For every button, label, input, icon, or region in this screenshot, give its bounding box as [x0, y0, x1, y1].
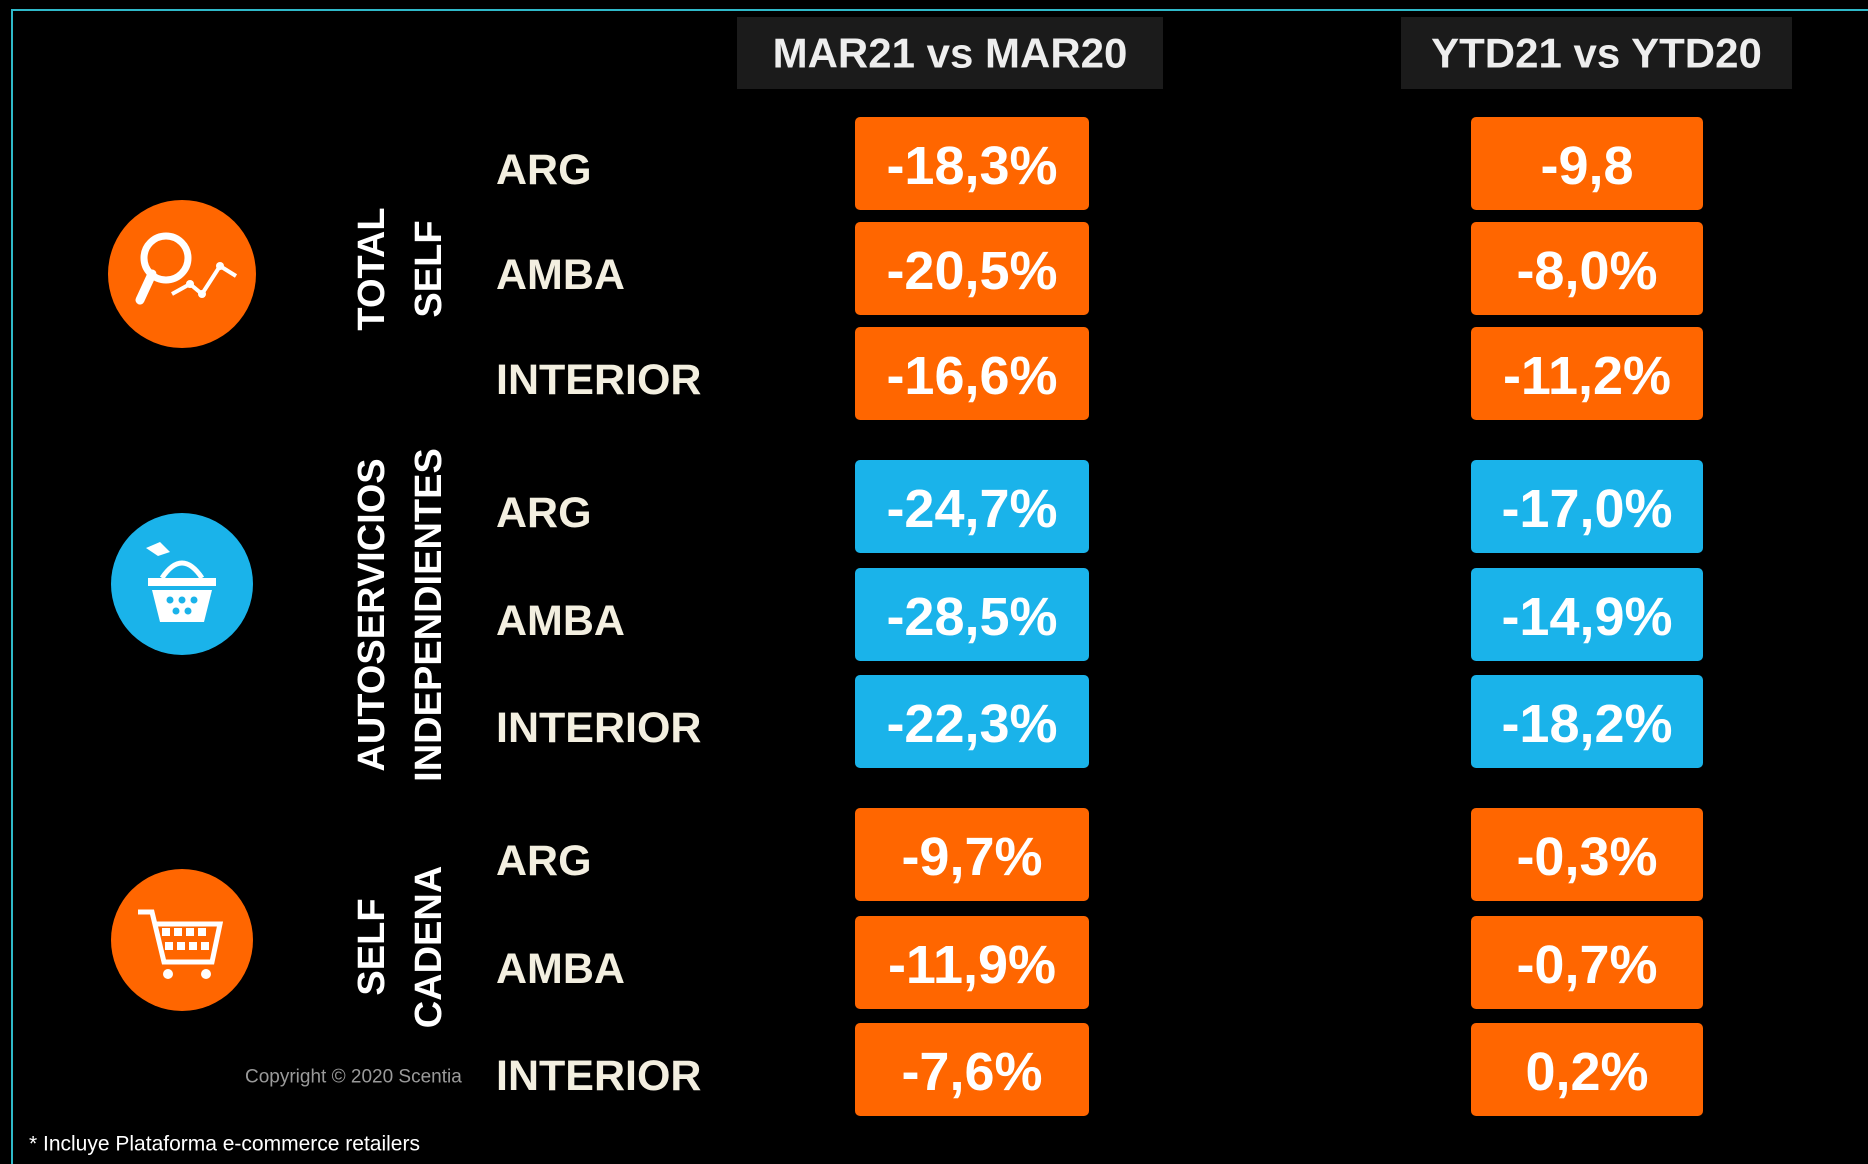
value-label: -20,5%	[886, 241, 1057, 301]
icon-basket	[111, 513, 253, 655]
value-box	[1471, 117, 1703, 210]
value-box	[1471, 675, 1703, 768]
region-label: AMBA	[496, 945, 625, 993]
region-label: ARG	[496, 146, 592, 194]
group-label: SELF	[408, 220, 450, 317]
value-label: -22,3%	[886, 694, 1057, 754]
value-label: -0,3%	[1516, 827, 1657, 887]
group-label: TOTAL	[351, 207, 393, 330]
value-label: -14,9%	[1501, 587, 1672, 647]
value-box	[1471, 460, 1703, 553]
group-label: SELF	[351, 898, 393, 995]
value-box	[855, 1023, 1089, 1116]
value-label: -18,3%	[886, 136, 1057, 196]
value-label: -8,0%	[1516, 241, 1657, 301]
icon-cart	[111, 869, 253, 1011]
value-box	[855, 460, 1089, 553]
group-label: CADENA	[408, 866, 450, 1029]
column-header-bg	[737, 17, 1163, 89]
value-box	[1471, 568, 1703, 661]
value-label: -9,8	[1540, 136, 1633, 196]
column-header-bg	[1401, 17, 1792, 89]
value-box	[1471, 916, 1703, 1009]
value-box	[1471, 1023, 1703, 1116]
region-label: AMBA	[496, 251, 625, 299]
value-label: -24,7%	[886, 479, 1057, 539]
region-label: ARG	[496, 837, 592, 885]
value-label: -11,9%	[888, 935, 1056, 995]
value-box	[855, 222, 1089, 315]
group-label: INDEPENDIENTES	[408, 448, 450, 782]
value-label: -18,2%	[1501, 694, 1672, 754]
value-box	[855, 916, 1089, 1009]
region-label: INTERIOR	[496, 704, 701, 752]
value-label: -0,7%	[1516, 935, 1657, 995]
value-box	[1471, 222, 1703, 315]
value-box	[855, 808, 1089, 901]
value-box	[1471, 327, 1703, 420]
value-box	[855, 117, 1089, 210]
value-label: -9,7%	[901, 827, 1042, 887]
value-box	[1471, 808, 1703, 901]
copyright: Copyright © 2020 Scentia	[245, 1067, 462, 1088]
footnote: * Incluye Plataforma e-commerce retailer…	[29, 1133, 420, 1156]
value-box	[855, 568, 1089, 661]
frame	[11, 9, 1868, 1164]
value-label: 0,2%	[1525, 1042, 1648, 1102]
value-label: -11,2%	[1503, 346, 1671, 406]
region-label: ARG	[496, 489, 592, 537]
region-label: INTERIOR	[496, 1052, 701, 1100]
value-box	[855, 327, 1089, 420]
value-label: -16,6%	[886, 346, 1057, 406]
column-header: MAR21 vs MAR20	[773, 30, 1128, 77]
value-box	[855, 675, 1089, 768]
value-label: -17,0%	[1501, 479, 1672, 539]
column-header: YTD21 vs YTD20	[1431, 30, 1762, 77]
value-label: -28,5%	[886, 587, 1057, 647]
value-label: -7,6%	[901, 1042, 1042, 1102]
group-label: AUTOSERVICIOS	[351, 458, 393, 771]
icon-analytics	[108, 200, 256, 348]
region-label: AMBA	[496, 597, 625, 645]
region-label: INTERIOR	[496, 356, 701, 404]
